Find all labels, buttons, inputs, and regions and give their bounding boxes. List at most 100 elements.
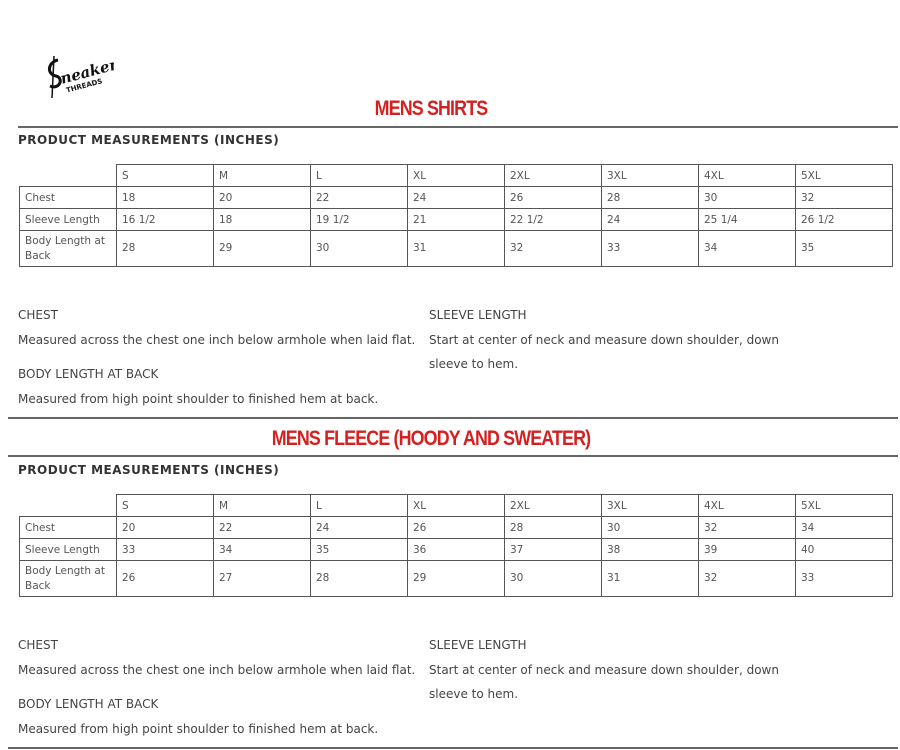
measurement-cell: 18 [213, 208, 311, 231]
size-header-cell: L [310, 164, 408, 187]
size-header-cell: XL [407, 494, 505, 517]
measurement-cell: 25 1/4 [698, 208, 796, 231]
measurement-cell: 26 1/2 [795, 208, 893, 231]
measurement-cell: 18 [116, 186, 214, 209]
measurement-cell: 30 [698, 186, 796, 209]
table-row: Sleeve Length 33 34 35 36 37 38 39 40 [19, 538, 893, 561]
measurement-cell: 33 [795, 560, 893, 597]
size-header-cell: 3XL [601, 164, 699, 187]
measurement-cell: 32 [698, 516, 796, 539]
row-label: Chest [19, 516, 117, 539]
measurement-cell: 22 1/2 [504, 208, 602, 231]
measurement-cell: 32 [504, 230, 602, 267]
body-length-note-desc: Measured from high point shoulder to fin… [18, 392, 379, 406]
measurement-cell: 24 [601, 208, 699, 231]
row-label: Sleeve Length [19, 538, 117, 561]
size-header-cell: M [213, 164, 311, 187]
row-label: Body Length at Back [19, 230, 117, 267]
section-title: MENS SHIRTS [374, 97, 488, 120]
measurement-cell: 29 [213, 230, 311, 267]
chest-note-title: CHEST [18, 638, 58, 652]
measurement-cell: 34 [698, 230, 796, 267]
table-row: Chest 18 20 22 24 26 28 30 32 [19, 186, 893, 209]
sneaker-threads-logo: neaker THREADS [44, 52, 120, 102]
measurement-cell: 20 [213, 186, 311, 209]
measurement-cell: 28 [601, 186, 699, 209]
measurement-cell: 33 [116, 538, 214, 561]
size-header-cell: L [310, 494, 408, 517]
size-header-cell: 5XL [795, 494, 893, 517]
measurement-cell: 24 [407, 186, 505, 209]
measurement-cell: 39 [698, 538, 796, 561]
chest-note-title: CHEST [18, 308, 58, 322]
measurement-cell: 16 1/2 [116, 208, 214, 231]
table-row: Body Length at Back 28 29 30 31 32 33 34 35 [19, 230, 893, 267]
row-label: Body Length at Back [19, 560, 117, 597]
measurement-cell: 29 [407, 560, 505, 597]
size-header-row: S M L XL 2XL 3XL 4XL 5XL [19, 494, 893, 517]
measurement-cell: 35 [310, 538, 408, 561]
size-header-cell: 2XL [504, 494, 602, 517]
measurement-cell: 28 [310, 560, 408, 597]
corner-cell [19, 494, 117, 517]
size-header-cell: S [116, 494, 214, 517]
divider [18, 126, 898, 128]
measurements-heading: PRODUCT MEASUREMENTS (INCHES) [18, 133, 280, 147]
corner-cell [19, 164, 117, 187]
measurement-cell: 24 [310, 516, 408, 539]
measurement-cell: 20 [116, 516, 214, 539]
measurement-cell: 22 [310, 186, 408, 209]
measurement-cell: 30 [310, 230, 408, 267]
body-length-note-title: BODY LENGTH AT BACK [18, 367, 159, 381]
measurement-cell: 22 [213, 516, 311, 539]
measurement-cell: 28 [504, 516, 602, 539]
sleeve-note-title: SLEEVE LENGTH [429, 308, 527, 322]
measurement-cell: 26 [407, 516, 505, 539]
chest-note-desc: Measured across the chest one inch below… [18, 663, 416, 677]
measurement-cell: 28 [116, 230, 214, 267]
size-header-row: S M L XL 2XL 3XL 4XL 5XL [19, 164, 893, 187]
measurement-cell: 21 [407, 208, 505, 231]
measurement-cell: 33 [601, 230, 699, 267]
measurement-cell: 34 [795, 516, 893, 539]
divider [8, 455, 898, 457]
measurement-cell: 38 [601, 538, 699, 561]
shirts-size-table: S M L XL 2XL 3XL 4XL 5XL Chest 18 20 22 24 26 28 30 32 Sl… [19, 164, 893, 267]
table-row: Chest 20 22 24 26 28 30 32 34 [19, 516, 893, 539]
measurement-cell: 34 [213, 538, 311, 561]
divider [8, 417, 898, 419]
body-length-note-desc: Measured from high point shoulder to fin… [18, 722, 379, 736]
size-header-cell: 3XL [601, 494, 699, 517]
measurement-cell: 27 [213, 560, 311, 597]
measurement-cell: 19 1/2 [310, 208, 408, 231]
size-header-cell: 4XL [698, 164, 796, 187]
measurement-cell: 31 [601, 560, 699, 597]
measurement-cell: 30 [504, 560, 602, 597]
divider [8, 747, 898, 749]
sleeve-note-title: SLEEVE LENGTH [429, 638, 527, 652]
measurement-cell: 32 [795, 186, 893, 209]
size-header-cell: 4XL [698, 494, 796, 517]
chest-note-desc: Measured across the chest one inch below… [18, 333, 416, 347]
size-header-cell: 2XL [504, 164, 602, 187]
row-label: Sleeve Length [19, 208, 117, 231]
table-row: Body Length at Back 26 27 28 29 30 31 32 33 [19, 560, 893, 597]
fleece-size-table: S M L XL 2XL 3XL 4XL 5XL Chest 20 22 24 26 28 30 32 34 Sl… [19, 494, 893, 597]
measurement-cell: 37 [504, 538, 602, 561]
size-header-cell: XL [407, 164, 505, 187]
measurement-cell: 26 [116, 560, 214, 597]
measurement-cell: 35 [795, 230, 893, 267]
measurement-cell: 36 [407, 538, 505, 561]
measurement-cell: 30 [601, 516, 699, 539]
measurement-cell: 32 [698, 560, 796, 597]
size-header-cell: 5XL [795, 164, 893, 187]
size-header-cell: M [213, 494, 311, 517]
measurement-cell: 40 [795, 538, 893, 561]
measurement-cell: 26 [504, 186, 602, 209]
row-label: Chest [19, 186, 117, 209]
sleeve-note-desc: Start at center of neck and measure down… [429, 663, 779, 701]
measurement-cell: 31 [407, 230, 505, 267]
body-length-note-title: BODY LENGTH AT BACK [18, 697, 159, 711]
size-header-cell: S [116, 164, 214, 187]
